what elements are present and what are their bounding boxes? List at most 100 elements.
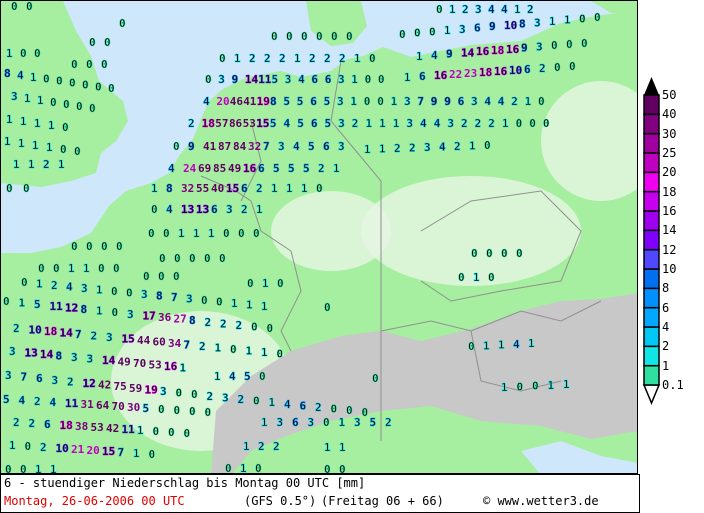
- precipitation-value: 4: [66, 281, 73, 294]
- precipitation-value: 0: [153, 425, 160, 438]
- precipitation-value: 1: [498, 339, 505, 352]
- precipitation-value: 1: [469, 140, 476, 153]
- alps-mountains: [211, 293, 637, 473]
- precipitation-value: 12: [65, 301, 78, 314]
- precipitation-value: 0: [173, 270, 180, 283]
- precipitation-value: 4: [293, 140, 300, 153]
- precipitation-value: 0: [76, 100, 83, 113]
- precipitation-value: 8: [156, 290, 163, 303]
- precipitation-value: 0: [205, 73, 212, 86]
- precipitation-value: 5: [283, 95, 290, 108]
- precipitation-value: 0: [158, 403, 165, 416]
- precipitation-value: 0: [253, 395, 260, 408]
- precipitation-value: 0: [365, 73, 372, 86]
- precipitation-value: 7: [184, 339, 191, 352]
- precipitation-value: 0: [60, 143, 67, 156]
- precipitation-value: 1: [243, 440, 250, 453]
- precipitation-value: 1: [35, 463, 42, 474]
- precipitation-value: 4: [484, 95, 491, 108]
- map-title: 6 - stuendiger Niederschlag bis Montag 0…: [4, 476, 366, 490]
- precipitation-value: 0: [255, 462, 262, 474]
- precipitation-value: 1: [133, 447, 140, 460]
- precipitation-value: 1: [46, 141, 53, 154]
- precipitation-value: 5: [288, 162, 295, 175]
- precipitation-value: 18: [44, 325, 57, 338]
- copyright-link[interactable]: © www.wetter3.de: [483, 494, 599, 508]
- precipitation-value: 3: [186, 293, 193, 306]
- precipitation-value: 0: [399, 28, 406, 41]
- precipitation-value: 14: [245, 73, 259, 86]
- precipitation-value: 0: [108, 82, 115, 95]
- precipitation-value: 6: [524, 63, 531, 76]
- precipitation-value: 1: [13, 158, 20, 171]
- precipitation-value: 4: [488, 3, 495, 16]
- precipitation-value: 5: [324, 95, 331, 108]
- precipitation-value: 7: [21, 371, 28, 384]
- precipitation-value: 4: [284, 117, 291, 130]
- precipitation-value: 10: [504, 19, 517, 32]
- precipitation-value: 1: [36, 278, 43, 291]
- precipitation-value-labels: 0 1 2 3 4 4 1 200 0 0 1 3 6 9 10 8 3 1 1 0 00 00 0 0 0 0 00 01 0 00 0 0…: [3, 1, 601, 474]
- precipitation-value: 0: [471, 247, 478, 260]
- precipitation-value: 9: [446, 48, 453, 61]
- precipitation-value: 1: [261, 416, 268, 429]
- precipitation-value: 1: [193, 227, 200, 240]
- precipitation-value: 1: [96, 284, 103, 297]
- precipitation-value: 0: [369, 52, 376, 65]
- legend-level-label: 40: [662, 107, 677, 122]
- precipitation-value: 0: [259, 370, 266, 383]
- precipitation-value: 64: [96, 399, 110, 412]
- precipitation-value: 87: [218, 140, 231, 153]
- precipitation-value: 2: [339, 52, 346, 65]
- precipitation-value: 2: [238, 393, 245, 406]
- precipitation-map: 0 1 2 3 4 4 1 2 0 0 0 0 1 3 6 9 10 8 3 1 1 0 0 0 0 0 0 0 0 0 0 0 0 1 0 0 0 0 0…: [0, 0, 638, 474]
- precipitation-value: 3: [285, 73, 292, 86]
- precipitation-value: 4: [298, 73, 305, 86]
- precipitation-value: 0: [159, 252, 166, 265]
- precipitation-value: 4: [501, 3, 508, 16]
- precipitation-value: 7: [417, 95, 424, 108]
- precipitation-value: 10: [509, 64, 522, 77]
- precipitation-value: 49: [228, 162, 241, 175]
- precipitation-value: 0: [56, 75, 63, 88]
- precipitation-value: 0: [176, 387, 183, 400]
- legend-level-label: 0.1: [662, 378, 684, 392]
- precipitation-value: 1: [444, 24, 451, 37]
- precipitation-value: 1: [32, 139, 39, 152]
- precipitation-value: 9: [232, 73, 239, 86]
- precipitation-value: 1: [180, 362, 187, 375]
- precipitation-value: 4: [229, 370, 236, 383]
- precipitation-value: 15: [102, 445, 115, 458]
- precipitation-value: 0: [267, 322, 274, 335]
- precipitation-value: 0: [230, 343, 237, 356]
- sweden-landmass: [591, 1, 637, 16]
- precipitation-value: 2: [40, 441, 47, 454]
- precipitation-value: 1: [404, 71, 411, 84]
- precipitation-value: 16: [506, 43, 520, 56]
- precipitation-value: 3: [308, 416, 315, 429]
- precipitation-value: 1: [4, 135, 11, 148]
- precipitation-value: 11: [122, 423, 136, 436]
- precipitation-value: 1: [501, 381, 508, 394]
- legend-color-box: [643, 113, 660, 135]
- legend-level-label: 1: [662, 358, 670, 373]
- legend-level-label: 25: [662, 146, 677, 160]
- precipitation-value: 2: [511, 95, 518, 108]
- precipitation-value: 1: [563, 378, 570, 391]
- precipitation-value: 3: [71, 351, 78, 364]
- precipitation-value: 2: [13, 416, 20, 429]
- precipitation-value: 3: [459, 23, 466, 36]
- precipitation-value: 1: [391, 95, 398, 108]
- precipitation-value: 5: [308, 140, 315, 153]
- denmark-landmass: [306, 1, 367, 46]
- precipitation-value: 0: [112, 306, 119, 319]
- precipitation-value: 2: [279, 52, 286, 65]
- precipitation-value: 1: [34, 117, 41, 130]
- precipitation-value: 0: [126, 287, 133, 300]
- precipitation-value: 3: [218, 73, 225, 86]
- precipitation-value: 36: [158, 311, 172, 324]
- precipitation-value: 0: [223, 227, 230, 240]
- precipitation-value: 5: [297, 95, 304, 108]
- precipitation-value: 0: [436, 3, 443, 16]
- precipitation-value: 1: [215, 342, 222, 355]
